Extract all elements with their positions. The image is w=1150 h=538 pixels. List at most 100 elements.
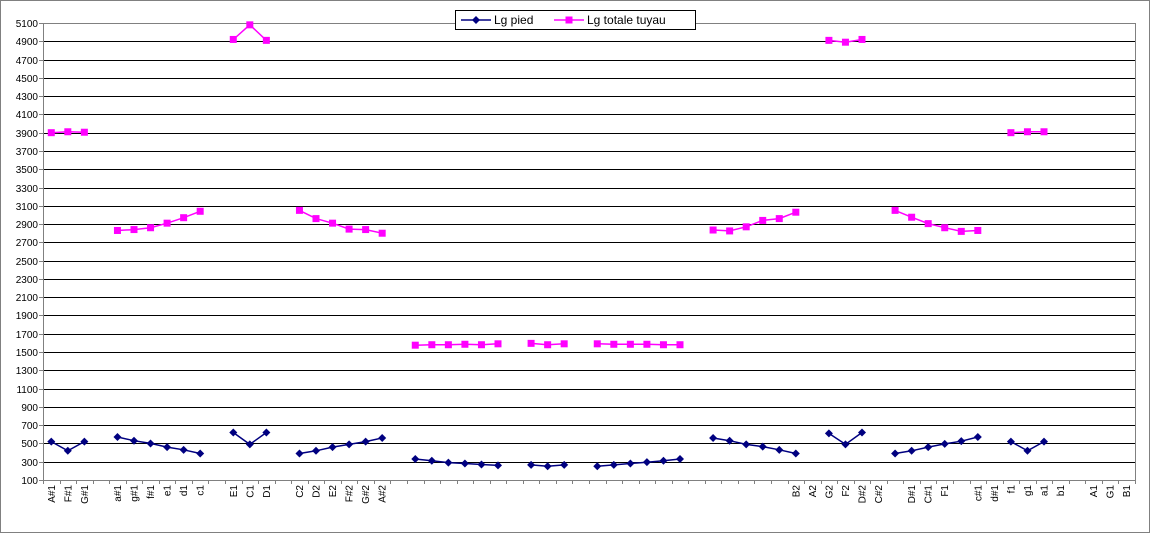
- point-lg-totale-tuyau-5: [131, 226, 138, 233]
- point-lg-totale-tuyau-55: [958, 228, 965, 235]
- x-tick-label-15: C2: [295, 485, 306, 498]
- x-tick-label-4: a#1: [113, 485, 124, 502]
- y-tick-label-4900: 4900: [16, 37, 39, 48]
- x-tick-label-6: f#1: [146, 485, 157, 499]
- point-lg-totale-tuyau-33: [594, 340, 601, 347]
- point-lg-totale-tuyau-47: [825, 37, 832, 44]
- x-tick-label-12: C1: [245, 485, 256, 498]
- x-tick-label-0: A#1: [47, 485, 58, 503]
- x-tick-label-16: D2: [312, 485, 323, 498]
- point-lg-totale-tuyau-0: [48, 129, 55, 136]
- point-lg-totale-tuyau-48: [842, 39, 849, 46]
- x-tick-label-57: d#1: [990, 485, 1001, 502]
- point-lg-totale-tuyau-41: [726, 227, 733, 234]
- y-tick-label-100: 100: [21, 476, 38, 487]
- y-tick-label-3700: 3700: [16, 147, 39, 158]
- point-lg-totale-tuyau-42: [743, 223, 750, 230]
- point-lg-totale-tuyau-25: [461, 341, 468, 348]
- x-tick-label-46: A2: [808, 485, 819, 498]
- point-lg-totale-tuyau-30: [544, 341, 551, 348]
- x-tick-label-2: G#1: [80, 485, 91, 504]
- point-lg-totale-tuyau-54: [941, 224, 948, 231]
- y-tick-label-2300: 2300: [16, 275, 39, 286]
- x-tick-label-8: d1: [179, 485, 190, 497]
- point-lg-totale-tuyau-26: [478, 341, 485, 348]
- x-tick-label-56: c#1: [973, 485, 984, 502]
- point-lg-totale-tuyau-31: [561, 340, 568, 347]
- point-lg-totale-tuyau-34: [610, 341, 617, 348]
- point-lg-totale-tuyau-58: [1007, 129, 1014, 136]
- x-tick-label-63: A1: [1089, 485, 1100, 498]
- x-tick-label-58: f1: [1006, 485, 1017, 494]
- y-tick-label-900: 900: [21, 403, 38, 414]
- point-lg-totale-tuyau-6: [147, 224, 154, 231]
- y-tick-label-4500: 4500: [16, 74, 39, 85]
- point-lg-totale-tuyau-43: [759, 217, 766, 224]
- x-tick-label-20: A#2: [378, 485, 389, 503]
- y-tick-label-500: 500: [21, 439, 38, 450]
- x-tick-label-9: c1: [196, 485, 207, 496]
- legend-label-lg-totale-tuyau: Lg totale tuyau: [587, 13, 666, 27]
- point-lg-totale-tuyau-17: [329, 220, 336, 227]
- x-tick-label-18: F#2: [345, 485, 356, 503]
- point-lg-totale-tuyau-15: [296, 207, 303, 214]
- point-lg-totale-tuyau-11: [230, 36, 237, 43]
- point-lg-totale-tuyau-36: [643, 341, 650, 348]
- x-tick-label-50: C#2: [874, 485, 885, 504]
- y-tick-label-3900: 3900: [16, 129, 39, 140]
- y-tick-label-2900: 2900: [16, 220, 39, 231]
- x-tick-label-60: a1: [1040, 485, 1051, 497]
- y-tick-label-2100: 2100: [16, 293, 39, 304]
- point-lg-totale-tuyau-24: [445, 341, 452, 348]
- legend-marker-lg-totale-tuyau: [566, 17, 573, 24]
- point-lg-totale-tuyau-35: [627, 341, 634, 348]
- point-lg-totale-tuyau-37: [660, 341, 667, 348]
- point-lg-totale-tuyau-53: [925, 220, 932, 227]
- point-lg-totale-tuyau-56: [974, 227, 981, 234]
- point-lg-totale-tuyau-18: [346, 226, 353, 233]
- point-lg-totale-tuyau-23: [428, 341, 435, 348]
- point-lg-totale-tuyau-8: [180, 214, 187, 221]
- point-lg-totale-tuyau-27: [495, 340, 502, 347]
- y-tick-label-3500: 3500: [16, 165, 39, 176]
- legend: Lg pied Lg totale tuyau: [456, 11, 696, 30]
- x-tick-label-5: g#1: [130, 485, 141, 502]
- y-tick-label-3300: 3300: [16, 184, 39, 195]
- y-tick-label-5100: 5100: [16, 19, 39, 30]
- point-lg-totale-tuyau-13: [263, 37, 270, 44]
- x-tick-label-64: G1: [1106, 485, 1117, 499]
- y-tick-label-1500: 1500: [16, 348, 39, 359]
- point-lg-totale-tuyau-51: [892, 207, 899, 214]
- x-tick-label-49: D#2: [858, 485, 869, 504]
- x-tick-label-48: F2: [841, 485, 852, 497]
- y-tick-label-3100: 3100: [16, 202, 39, 213]
- point-lg-totale-tuyau-45: [792, 209, 799, 216]
- y-tick-label-2700: 2700: [16, 238, 39, 249]
- point-lg-totale-tuyau-12: [246, 21, 253, 28]
- point-lg-totale-tuyau-44: [776, 215, 783, 222]
- y-tick-label-4100: 4100: [16, 110, 39, 121]
- x-tick-label-65: B1: [1122, 485, 1133, 498]
- point-lg-totale-tuyau-29: [528, 340, 535, 347]
- point-lg-totale-tuyau-60: [1041, 128, 1048, 135]
- point-lg-totale-tuyau-16: [313, 215, 320, 222]
- x-tick-label-1: F#1: [63, 485, 74, 503]
- y-tick-label-4300: 4300: [16, 92, 39, 103]
- point-lg-totale-tuyau-52: [908, 214, 915, 221]
- point-lg-totale-tuyau-2: [81, 129, 88, 136]
- y-tick-label-700: 700: [21, 421, 38, 432]
- y-tick-label-4700: 4700: [16, 56, 39, 67]
- legend-label-lg-pied: Lg pied: [494, 13, 533, 27]
- x-tick-label-17: E2: [328, 485, 339, 498]
- point-lg-totale-tuyau-9: [197, 208, 204, 215]
- point-lg-totale-tuyau-22: [412, 342, 419, 349]
- y-tick-label-2500: 2500: [16, 257, 39, 268]
- x-tick-label-7: e1: [163, 485, 174, 497]
- point-lg-totale-tuyau-4: [114, 227, 121, 234]
- point-lg-totale-tuyau-1: [64, 128, 71, 135]
- y-tick-label-1900: 1900: [16, 311, 39, 322]
- point-lg-totale-tuyau-38: [677, 341, 684, 348]
- y-tick-label-300: 300: [21, 458, 38, 469]
